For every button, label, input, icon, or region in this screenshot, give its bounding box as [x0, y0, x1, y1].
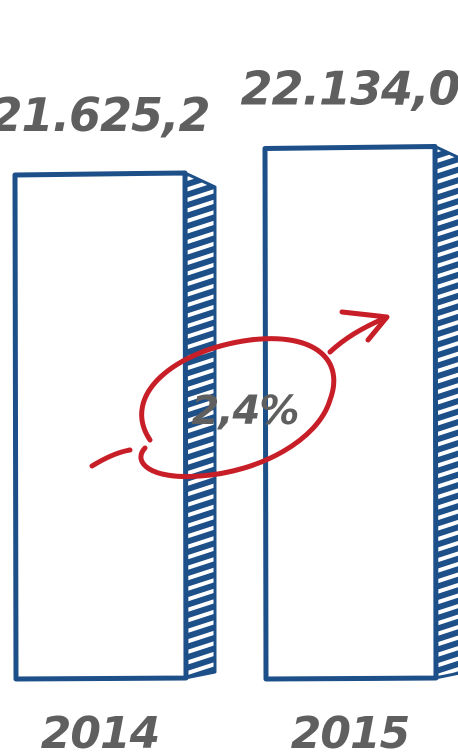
growth-label: 2,4%: [192, 388, 299, 434]
bar-2015: [262, 143, 439, 682]
category-label-2014: 2014: [41, 708, 159, 754]
category-label-2015: 2015: [291, 708, 409, 754]
growth-arrow-tail: [89, 447, 133, 469]
bar-2014: [12, 170, 189, 682]
growth-ellipse: [138, 336, 337, 480]
growth-arrow: [89, 309, 390, 480]
growth-arrow-shaft: [327, 315, 388, 355]
value-label-2015: 22.134,0: [241, 61, 458, 115]
bar-side-2015: [433, 144, 458, 680]
value-label-2014: 21.625,2: [0, 88, 210, 142]
growth-arrow-head: [339, 309, 390, 343]
